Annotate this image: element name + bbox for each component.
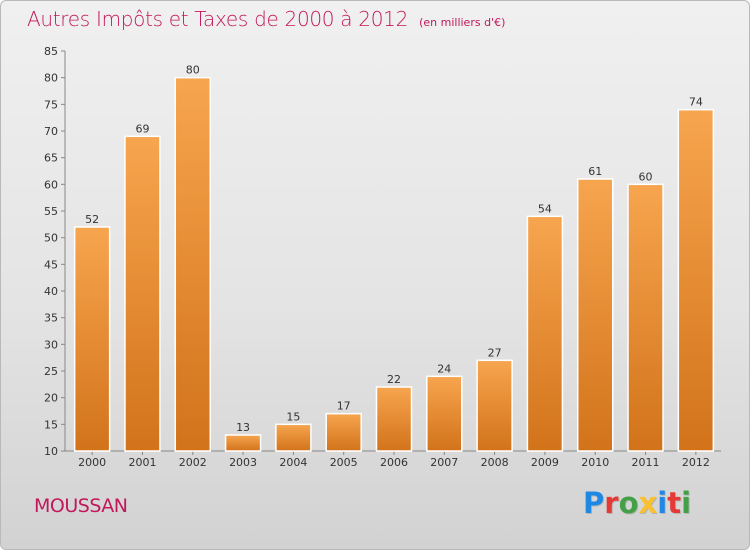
logo-letter: i bbox=[657, 486, 668, 520]
y-tick-label: 60 bbox=[44, 178, 58, 191]
bar bbox=[275, 423, 312, 452]
bars bbox=[73, 76, 715, 452]
x-tick-label: 2003 bbox=[229, 456, 257, 469]
bar bbox=[325, 412, 362, 452]
bar-value-label: 24 bbox=[437, 362, 451, 375]
y-tick-label: 45 bbox=[44, 258, 58, 271]
bar bbox=[124, 135, 161, 452]
bar-value-label: 17 bbox=[337, 400, 351, 413]
bar-value-label: 13 bbox=[236, 421, 250, 434]
y-tick-label: 15 bbox=[44, 418, 58, 431]
x-tick-label: 2006 bbox=[380, 456, 408, 469]
y-tick-label: 50 bbox=[44, 232, 58, 245]
logo-letter: i bbox=[681, 486, 692, 520]
commune-name: MOUSSAN bbox=[34, 495, 128, 517]
bar bbox=[476, 359, 513, 452]
bar bbox=[426, 375, 463, 452]
bar bbox=[627, 183, 664, 452]
y-tick-label: 85 bbox=[44, 45, 58, 58]
bar-value-label: 74 bbox=[689, 96, 703, 109]
x-tick-label: 2010 bbox=[581, 456, 609, 469]
value-labels: 52 69 80 13 15 17 22 24 27 54 61 60 74 bbox=[85, 64, 703, 434]
chart-title: Autres Impôts et Taxes de 2000 à 2012 (e… bbox=[27, 7, 505, 31]
x-tick-label: 2007 bbox=[430, 456, 458, 469]
proxiti-logo: Proxiti bbox=[583, 486, 691, 520]
x-tick-label: 2004 bbox=[279, 456, 307, 469]
x-tick-label: 2001 bbox=[128, 456, 156, 469]
bar bbox=[73, 226, 111, 452]
chart-title-main: Autres Impôts et Taxes de 2000 à 2012 bbox=[27, 7, 408, 31]
y-tick-label: 30 bbox=[44, 338, 58, 351]
bar-value-label: 60 bbox=[639, 170, 653, 183]
y-tick-label: 10 bbox=[44, 445, 58, 458]
x-tick-label: 2000 bbox=[78, 456, 106, 469]
bar-value-label: 52 bbox=[85, 213, 99, 226]
bar-value-label: 22 bbox=[387, 373, 401, 386]
bar-value-label: 80 bbox=[186, 64, 200, 77]
y-axis: 10 15 20 25 30 35 40 45 50 55 60 65 70 75 80 85 bbox=[44, 45, 66, 458]
x-tick-label: 2011 bbox=[632, 456, 660, 469]
bar bbox=[576, 178, 614, 452]
y-tick-label: 35 bbox=[44, 312, 58, 325]
y-tick-label: 25 bbox=[44, 365, 58, 378]
x-tick-label: 2008 bbox=[481, 456, 509, 469]
y-tick-label: 75 bbox=[44, 98, 58, 111]
bar bbox=[224, 434, 262, 452]
logo-letter: P bbox=[583, 486, 605, 520]
bar bbox=[526, 215, 564, 452]
y-tick-label: 20 bbox=[44, 392, 58, 405]
y-tick-label: 55 bbox=[44, 205, 58, 218]
bar-value-label: 27 bbox=[488, 346, 502, 359]
bar bbox=[677, 108, 715, 452]
logo-letter: t bbox=[667, 486, 682, 520]
bar bbox=[375, 386, 413, 452]
y-tick-label: 40 bbox=[44, 285, 58, 298]
y-tick-label: 65 bbox=[44, 152, 58, 165]
x-axis: 2000 2001 2002 2003 2004 2005 2006 2007 2008 2009… bbox=[65, 450, 721, 469]
x-tick-label: 2012 bbox=[682, 456, 710, 469]
logo-letter: o bbox=[618, 486, 639, 520]
chart-title-unit: (en milliers d'€) bbox=[419, 16, 506, 29]
logo-letter: x bbox=[638, 486, 658, 520]
y-tick-label: 80 bbox=[44, 72, 58, 85]
x-tick-label: 2009 bbox=[531, 456, 559, 469]
bar-value-label: 69 bbox=[135, 122, 149, 135]
bar bbox=[174, 76, 212, 452]
bar-value-label: 15 bbox=[286, 410, 300, 423]
x-tick-label: 2002 bbox=[179, 456, 207, 469]
bar-value-label: 61 bbox=[588, 165, 602, 178]
y-tick-label: 70 bbox=[44, 125, 58, 138]
bar-value-label: 54 bbox=[538, 202, 552, 215]
logo-letter: r bbox=[604, 486, 619, 520]
x-tick-label: 2005 bbox=[330, 456, 358, 469]
